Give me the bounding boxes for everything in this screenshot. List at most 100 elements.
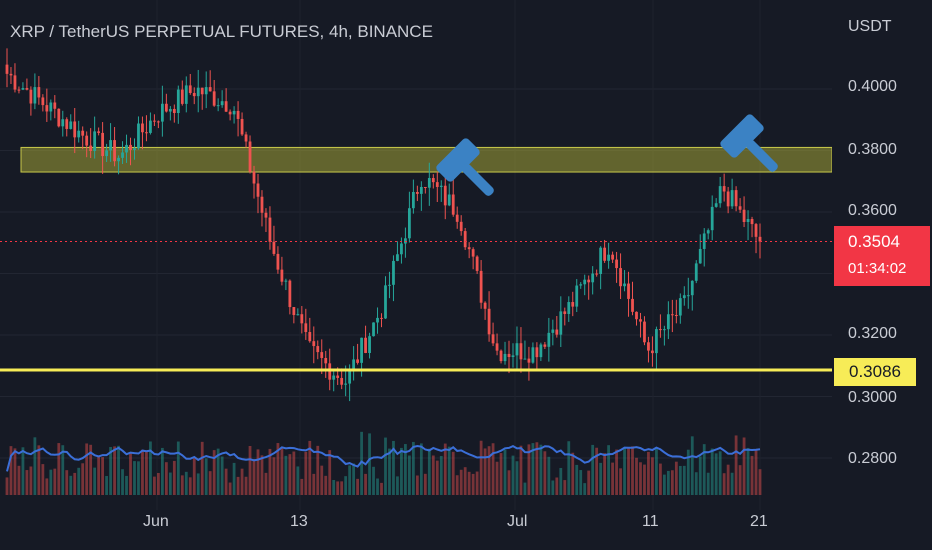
volume-bar: [89, 444, 93, 495]
volume-bar: [682, 465, 686, 495]
volume-bar: [463, 467, 467, 495]
volume-bar: [527, 444, 531, 495]
candle-body: [200, 87, 204, 95]
time-tick: 21: [750, 513, 768, 530]
volume-bar: [567, 441, 571, 495]
volume-bar: [655, 447, 658, 495]
candle-body: [746, 219, 750, 222]
candle-body: [280, 269, 284, 282]
candle-body: [631, 298, 634, 312]
volume-bar: [37, 445, 41, 495]
volume-bar: [674, 461, 678, 495]
candle-body: [228, 111, 232, 115]
candle-body: [149, 120, 152, 133]
candle-body: [113, 140, 116, 162]
candle-body: [539, 344, 543, 358]
volume-bar: [615, 449, 618, 495]
volume-bar: [300, 478, 304, 495]
volume-bar: [491, 443, 495, 495]
volume-bar: [5, 477, 9, 495]
volume-bar: [312, 473, 316, 495]
candle-body: [125, 144, 128, 153]
candle-body: [192, 92, 196, 97]
volume-bar: [196, 473, 200, 495]
volume-bar: [268, 448, 272, 495]
candle-body: [65, 119, 69, 129]
candle-body: [495, 343, 499, 351]
candle-body: [164, 103, 168, 112]
volume-bar: [563, 480, 567, 495]
candle-body: [750, 219, 754, 225]
candle-body: [694, 263, 698, 281]
candle-body: [408, 208, 411, 239]
volume-bar: [758, 469, 762, 495]
price-tick: 0.2800: [848, 450, 897, 467]
candle-body: [615, 259, 618, 269]
volume-bar: [686, 449, 690, 495]
candle-body: [674, 315, 678, 317]
volume-bar: [9, 446, 13, 495]
candle-body: [160, 103, 164, 122]
volume-bar: [662, 474, 666, 495]
volume-bar: [113, 446, 116, 495]
candle-body: [547, 332, 551, 347]
volume-bar: [65, 470, 69, 495]
volume-bar: [455, 475, 459, 495]
volume-bar: [447, 446, 451, 495]
candle-body: [356, 359, 359, 363]
candle-body: [499, 350, 503, 362]
candle-body: [121, 152, 124, 158]
volume-bar: [316, 445, 320, 495]
volume-bar: [543, 451, 547, 495]
candle-body: [141, 123, 144, 133]
candle-body: [400, 243, 403, 255]
volume-bar: [619, 468, 622, 495]
volume-bar: [690, 436, 694, 495]
volume-bar: [296, 466, 300, 495]
volume-bar: [304, 451, 308, 495]
volume-bar: [579, 470, 583, 495]
last-price-badge: 0.3504 01:34:02: [834, 226, 930, 286]
volume-bar: [180, 475, 184, 495]
volume-bar: [710, 448, 714, 495]
candle-body: [97, 131, 101, 133]
candle-body: [384, 285, 387, 319]
candle-body: [447, 194, 451, 206]
candle-body: [61, 119, 65, 127]
candle-body: [204, 87, 208, 95]
volume-bar: [77, 467, 81, 495]
volume-bar: [45, 478, 49, 495]
volume-bar: [595, 447, 599, 495]
candle-body: [33, 87, 37, 104]
candle-body: [415, 192, 419, 194]
volume-bar: [515, 461, 519, 495]
volume-bar: [539, 444, 543, 495]
volume-bar: [220, 456, 224, 495]
volume-bar: [523, 482, 527, 495]
candle-body: [340, 377, 344, 385]
volume-bar: [61, 445, 65, 495]
volume-bar: [105, 476, 108, 495]
volume-bar: [133, 461, 136, 495]
volume-bar: [419, 443, 423, 495]
volume-bar: [678, 465, 682, 495]
volume-bar: [149, 441, 152, 495]
candle-body: [419, 186, 423, 194]
candle-body: [690, 280, 694, 296]
volume-bar: [320, 465, 324, 495]
volume-bar: [188, 477, 192, 495]
volume-bar: [627, 447, 630, 495]
candle-body: [758, 236, 762, 242]
currency-label: USDT: [848, 18, 892, 35]
volume-bar: [168, 472, 172, 495]
volume-bar: [742, 437, 746, 495]
candle-body: [754, 224, 758, 237]
candle-body: [619, 268, 622, 287]
time-tick: 11: [642, 513, 659, 530]
volume-bar: [631, 446, 634, 495]
candle-body: [53, 102, 57, 109]
candle-body: [455, 214, 459, 222]
volume-bar: [706, 472, 710, 495]
volume-bar: [236, 476, 240, 495]
